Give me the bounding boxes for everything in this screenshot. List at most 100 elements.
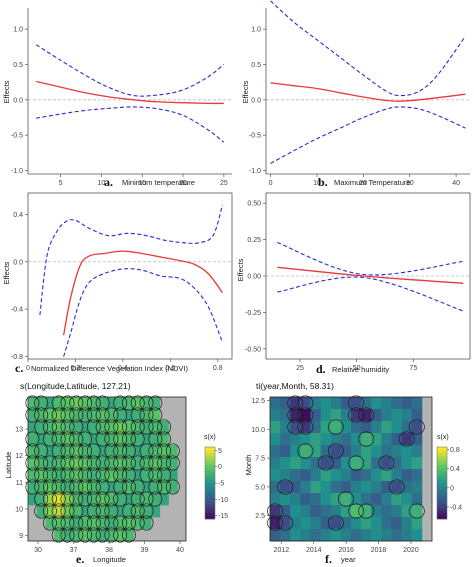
- panel-f-cell: [280, 457, 291, 470]
- panel-e-contour: [86, 395, 101, 411]
- panel-e-cell: [150, 481, 161, 494]
- panel-c-xtick-label: 0.4: [118, 365, 128, 372]
- panel-e-cell: [168, 469, 178, 482]
- panel-e-contour: [139, 395, 154, 411]
- panel-d-marks: 25 50 75 -0.50 -0.25 0.00 0.25 0.50: [245, 192, 471, 372]
- panel-d-ytick-label: -0.50: [245, 346, 261, 353]
- panel-e-contour: [86, 467, 101, 483]
- panel-e-cell: [133, 481, 143, 494]
- panel-e-cell: [159, 433, 169, 446]
- panel-f-cell: [280, 481, 291, 494]
- panel-e-colorbar-segment: [205, 507, 215, 511]
- panel-f-xlabel: year: [341, 555, 356, 564]
- panel-f-cell: [330, 409, 342, 422]
- panel-f-cell: [330, 445, 342, 458]
- panel-e-contour: [60, 515, 75, 531]
- panel-c-ylabel: Effects: [2, 261, 11, 284]
- panel-e-cell: [115, 409, 125, 422]
- panel-e-cell: [63, 529, 73, 542]
- panel-e-cell: [63, 445, 73, 458]
- panel-e-contour: [104, 491, 119, 507]
- panel-e-cell: [80, 397, 90, 410]
- panel-f-cell: [340, 481, 352, 494]
- panel-f-cell: [371, 457, 382, 470]
- panel-f-cell: [371, 445, 382, 458]
- panel-e-cell: [98, 505, 108, 518]
- panel-e-contour: [165, 455, 180, 471]
- panel-e-cell: [98, 433, 108, 446]
- panel-d-lower-line: [277, 276, 464, 312]
- panel-f-cell: [320, 433, 332, 446]
- panel-f-colorbar-segment: [437, 501, 447, 505]
- panel-e-legend-title: s(x): [204, 434, 216, 441]
- panel-e-cell: [80, 469, 90, 482]
- panel-f-colorbar-segment: [437, 450, 447, 454]
- panel-f-colorbar-segment: [437, 489, 447, 493]
- panel-f-cell: [310, 397, 322, 410]
- panel-e-cell: [124, 409, 134, 422]
- panel-f-cell: [351, 529, 362, 542]
- panel-e-contour: [34, 491, 49, 507]
- panel-e-cell: [142, 517, 152, 530]
- panel-e-cell: [89, 493, 99, 506]
- panel-f-cell: [351, 493, 362, 506]
- panel-e-contour: [60, 395, 75, 411]
- panel-f-colorbar-frame: [436, 446, 448, 520]
- panel-e-contour: [51, 431, 66, 447]
- panel-b-ytick-label: 1.0: [251, 27, 261, 34]
- panel-e-cell: [142, 433, 152, 446]
- panel-f-cell: [361, 397, 372, 410]
- panel-e-contour: [34, 395, 49, 411]
- panel-e-contour: [42, 431, 57, 447]
- panel-e-colorbar-tick-label: 5: [218, 448, 222, 455]
- panel-e-contour: [51, 467, 66, 483]
- panel-b-lower-line: [270, 106, 466, 164]
- panel-f-cell: [401, 397, 413, 410]
- panel-e-contour: [113, 443, 128, 459]
- panel-c-upper-line: [39, 204, 224, 316]
- panel-e-cell: [89, 529, 99, 542]
- panel-e-cell: [142, 457, 152, 470]
- panel-f-cell: [280, 469, 291, 482]
- panel-e-contour: [113, 455, 128, 471]
- panel-f-cell: [371, 481, 382, 494]
- panel-e-contour: [157, 443, 172, 459]
- panel-e-cell: [124, 397, 134, 410]
- panel-e-colorbar-segment: [205, 474, 215, 478]
- panel-e-xtick-label: 37: [70, 547, 78, 554]
- panel-f-contour: [287, 419, 304, 435]
- panel-e-cell: [71, 421, 82, 434]
- panel-e-cell: [71, 445, 82, 458]
- panel-e-contour: [104, 455, 119, 471]
- panel-f-ytick-label: 5.0: [255, 484, 265, 491]
- panel-f-cell: [300, 493, 311, 506]
- panel-f-cell: [320, 505, 332, 518]
- panel-e-ylabel: Latitude: [4, 452, 13, 479]
- panel-e-contour: [95, 515, 110, 531]
- panel-e-contour: [148, 431, 163, 447]
- panel-e-contour: [51, 407, 66, 423]
- panel-e-contour: [104, 443, 119, 459]
- panel-c-xlabel: Normalized Difference Vegetation Index (…: [31, 364, 189, 373]
- panel-b-max-temperature: 0 10 20 30 40 -1.0 -0.5 0.0 0.5 1.0 b. Maximum Te…: [241, 0, 470, 189]
- panel-f-cell: [371, 409, 382, 422]
- panel-f-cell: [381, 493, 392, 506]
- panel-e-cell: [115, 529, 125, 542]
- panel-e-cell: [45, 469, 55, 482]
- panel-e-cell: [80, 445, 90, 458]
- panel-e-cell: [150, 469, 161, 482]
- panel-e-cell: [63, 469, 73, 482]
- panel-f-cell: [300, 397, 311, 410]
- panel-f-cell: [391, 517, 403, 530]
- panel-e-cell: [133, 397, 143, 410]
- panel-e-contour: [42, 407, 57, 423]
- panel-b-label: b.: [318, 175, 328, 189]
- panel-e-frame: [27, 396, 187, 542]
- panel-f-contour: [317, 455, 334, 471]
- panel-e-contour: [78, 407, 93, 423]
- panel-d-xtick-label: 75: [409, 365, 417, 372]
- panel-e-contour: [69, 527, 84, 543]
- panel-e-cell: [71, 529, 82, 542]
- panel-e-cell: [107, 529, 117, 542]
